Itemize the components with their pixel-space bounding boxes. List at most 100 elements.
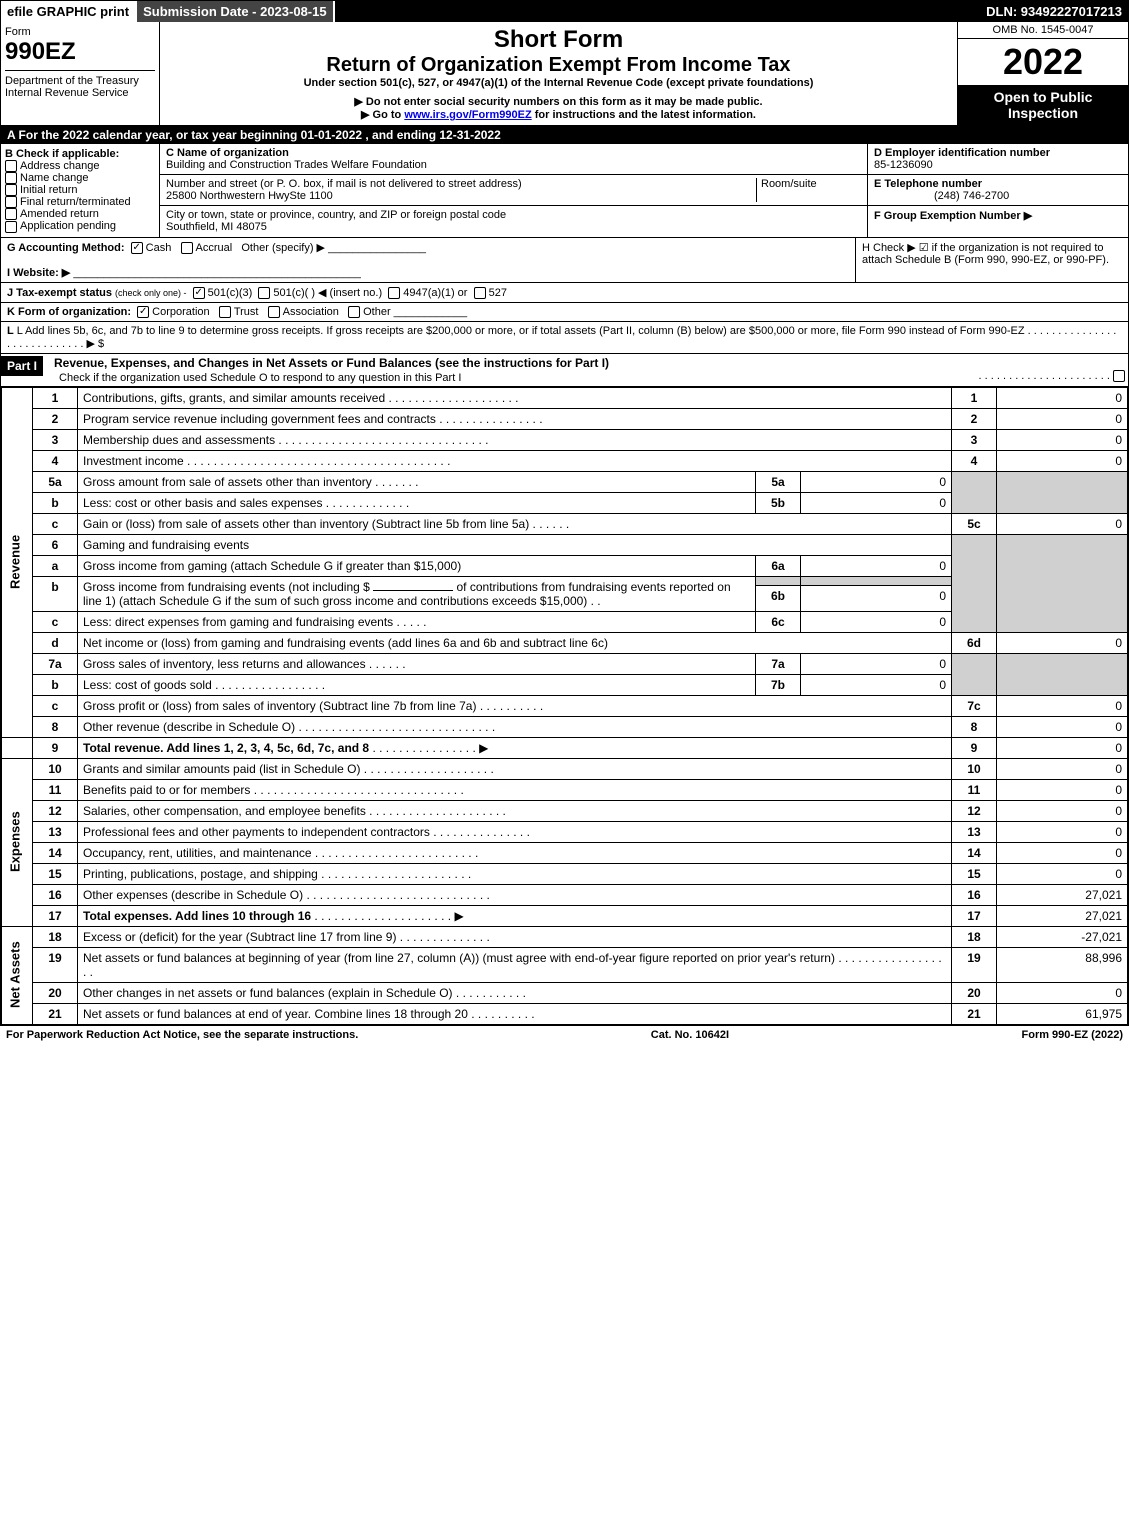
footer-center: Cat. No. 10642I [651,1029,729,1041]
line-6a-value: 0 [801,555,952,576]
header: Form 990EZ Department of the Treasury In… [1,22,1128,126]
part-1-check: Check if the organization used Schedule … [51,372,461,384]
section-a: A For the 2022 calendar year, or tax yea… [1,126,1128,144]
column-c: C Name of organization Building and Cons… [160,144,868,237]
line-7b-value: 0 [801,674,952,695]
irs-link[interactable]: www.irs.gov/Form990EZ [404,109,531,121]
checkbox-final-return[interactable] [5,196,17,208]
line-12-value: 0 [997,800,1128,821]
line-14-value: 0 [997,842,1128,863]
line-19-value: 88,996 [997,947,1128,982]
line-11-value: 0 [997,779,1128,800]
tax-year: 2022 [958,39,1128,85]
room-label: Room/suite [761,178,817,190]
line-5a-value: 0 [801,471,952,492]
city-value: Southfield, MI 48075 [166,221,267,233]
group-label: F Group Exemption Number ▶ [874,210,1032,222]
efile-label: efile GRAPHIC print [1,1,137,22]
top-bar: efile GRAPHIC print Submission Date - 20… [1,1,1128,22]
line-6c-value: 0 [801,611,952,632]
line-21-value: 61,975 [997,1003,1128,1024]
line-3-value: 0 [997,429,1128,450]
short-form-title: Short Form [164,26,953,54]
info-grid: B Check if applicable: Address change Na… [1,144,1128,238]
header-left: Form 990EZ Department of the Treasury In… [1,22,160,125]
checkbox-initial-return[interactable] [5,184,17,196]
city-label: City or town, state or province, country… [166,209,506,221]
tel-label: E Telephone number [874,178,982,190]
checkbox-application-pending[interactable] [5,221,17,233]
checkbox-association[interactable] [268,306,280,318]
form-container: efile GRAPHIC print Submission Date - 20… [0,0,1129,1026]
tel-value: (248) 746-2700 [874,190,1009,202]
checkbox-name-change[interactable] [5,172,17,184]
column-b: B Check if applicable: Address change Na… [1,144,160,237]
checkbox-address-change[interactable] [5,160,17,172]
form-number: 990EZ [5,38,155,66]
netassets-label: Net Assets [2,926,33,1024]
checkbox-501c3[interactable] [193,287,205,299]
revenue-label: Revenue [2,387,33,737]
l-text: L Add lines 5b, 6c, and 7b to line 9 to … [17,325,1025,337]
line-8-value: 0 [997,716,1128,737]
org-name-label: C Name of organization [166,147,289,159]
checkbox-other[interactable] [348,306,360,318]
dln-label: DLN: 93492227017213 [980,1,1128,22]
line-15-value: 0 [997,863,1128,884]
column-d: D Employer identification number 85-1236… [868,144,1128,237]
j-label: J Tax-exempt status [7,287,112,299]
return-title: Return of Organization Exempt From Incom… [164,54,953,77]
footer-left: For Paperwork Reduction Act Notice, see … [6,1029,358,1041]
addr-label: Number and street (or P. O. box, if mail… [166,178,522,190]
line-16-value: 27,021 [997,884,1128,905]
i-label: I Website: ▶ [7,267,70,279]
ein-value: 85-1236090 [874,159,933,171]
addr-value: 25800 Northwestern HwySte 1100 [166,190,333,202]
line-table: Revenue 1 Contributions, gifts, grants, … [1,387,1128,1025]
inspection-label: Open to Public Inspection [958,85,1128,125]
omb-number: OMB No. 1545-0047 [958,22,1128,39]
line-7a-value: 0 [801,653,952,674]
checkbox-corporation[interactable] [137,306,149,318]
l-arrow: ▶ $ [86,338,104,350]
gh-row: G Accounting Method: Cash Accrual Other … [1,238,1128,283]
footer: For Paperwork Reduction Act Notice, see … [0,1026,1129,1044]
line-17-value: 27,021 [997,905,1128,926]
line-6b-value: 0 [801,585,952,611]
g-label: G Accounting Method: [7,242,125,254]
checkbox-cash[interactable] [131,242,143,254]
subtitle-3: ▶ Go to www.irs.gov/Form990EZ for instru… [164,108,953,121]
checkbox-accrual[interactable] [181,242,193,254]
checkbox-amended-return[interactable] [5,208,17,220]
line-13-value: 0 [997,821,1128,842]
subtitle-2: ▶ Do not enter social security numbers o… [164,95,953,108]
dept-irs: Internal Revenue Service [5,87,129,99]
misc-rows: J Tax-exempt status (check only one) - 5… [1,283,1128,354]
dept-treasury: Department of the Treasury [5,75,139,87]
line-1-value: 0 [997,387,1128,408]
line-18-value: -27,021 [997,926,1128,947]
checkbox-527[interactable] [474,287,486,299]
b-label: B Check if applicable: [5,148,119,160]
org-name: Building and Construction Trades Welfare… [166,159,427,171]
ein-label: D Employer identification number [874,147,1050,159]
subtitle-1: Under section 501(c), 527, or 4947(a)(1)… [164,77,953,89]
checkbox-4947[interactable] [388,287,400,299]
part-1-header: Part I Revenue, Expenses, and Changes in… [1,354,1128,387]
line-4-value: 0 [997,450,1128,471]
k-label: K Form of organization: [7,306,131,318]
checkbox-501c[interactable] [258,287,270,299]
h-text: H Check ▶ ☑ if the organization is not r… [856,238,1128,282]
line-5c-value: 0 [997,513,1128,534]
footer-right: Form 990-EZ (2022) [1022,1029,1123,1041]
line-20-value: 0 [997,982,1128,1003]
line-7c-value: 0 [997,695,1128,716]
part-1-label: Part I [1,356,43,376]
part-1-desc: Revenue, Expenses, and Changes in Net As… [51,353,612,373]
checkbox-trust[interactable] [219,306,231,318]
checkbox-schedule-o[interactable] [1113,370,1125,382]
line-10-value: 0 [997,758,1128,779]
header-right: OMB No. 1545-0047 2022 Open to Public In… [957,22,1128,125]
line-5b-value: 0 [801,492,952,513]
header-center: Short Form Return of Organization Exempt… [160,22,957,125]
